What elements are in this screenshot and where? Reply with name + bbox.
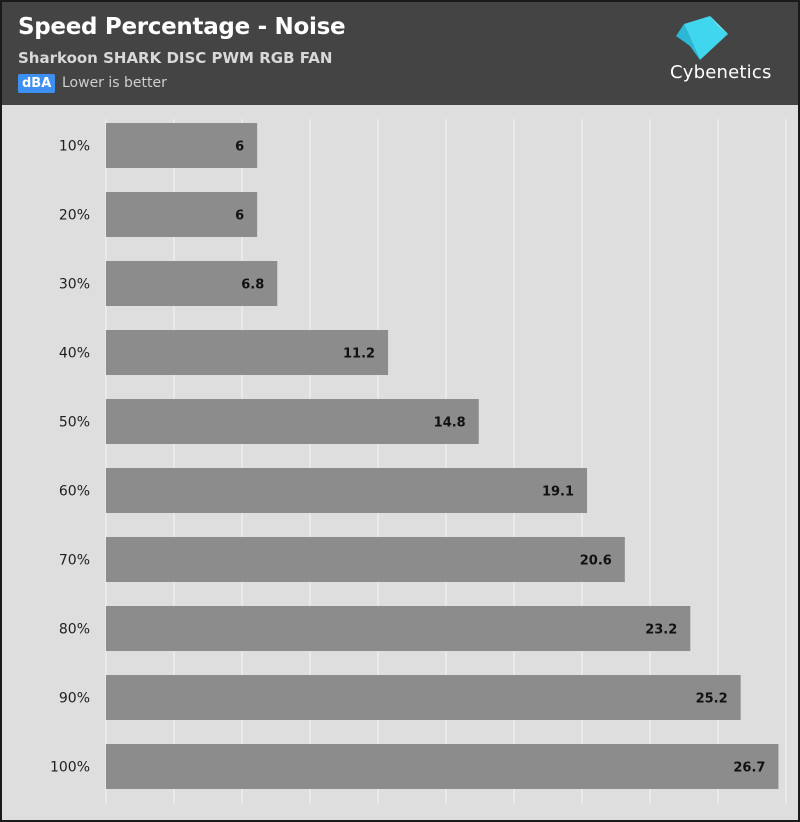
unit-badge: dBA: [18, 74, 56, 93]
chart-subtitle: Sharkoon SHARK DISC PWM RGB FAN: [18, 49, 333, 67]
data-label: 11.2: [343, 347, 375, 362]
chart-title: Speed Percentage - Noise: [18, 14, 346, 40]
cybenetics-logo: Cybenetics: [662, 16, 782, 91]
bar: [106, 123, 258, 168]
y-tick-label: 60%: [59, 484, 90, 500]
y-tick-label: 50%: [59, 415, 90, 431]
chart-header: Speed Percentage - Noise Sharkoon SHARK …: [2, 2, 798, 105]
bar: [106, 537, 625, 582]
y-tick-label: 20%: [59, 208, 90, 224]
y-tick-label: 40%: [59, 346, 90, 362]
bar: [106, 192, 258, 237]
bar: [106, 399, 479, 444]
data-label: 14.8: [434, 416, 466, 431]
cube-icon: [676, 16, 728, 60]
bar-chart: 10% 20% 30% 40% 50% 60% 70% 80% 90% 100% 6 6 6.8 11.…: [50, 119, 787, 805]
chart-note: Lower is better: [62, 75, 167, 91]
data-label: 23.2: [645, 623, 677, 638]
brand-name: Cybenetics: [670, 62, 772, 83]
y-tick-label: 90%: [59, 691, 90, 707]
bar: [106, 261, 278, 306]
y-tick-label: 70%: [59, 553, 90, 569]
y-tick-label: 10%: [59, 139, 90, 155]
y-axis-tick-labels: 10% 20% 30% 40% 50% 60% 70% 80% 90% 100%: [50, 139, 90, 776]
data-label: 20.6: [580, 554, 612, 569]
data-label: 19.1: [542, 485, 574, 500]
bar: [106, 675, 741, 720]
data-label: 25.2: [696, 692, 728, 707]
bar: [106, 744, 779, 789]
data-label: 6: [235, 140, 244, 155]
data-labels: 6 6 6.8 11.2 14.8 19.1 20.6 23.2 25.2 26.7: [235, 140, 765, 776]
bars: [106, 123, 779, 789]
data-label: 6: [235, 209, 244, 224]
bar: [106, 330, 389, 375]
y-tick-label: 80%: [59, 622, 90, 638]
data-label: 26.7: [733, 761, 765, 776]
y-tick-label: 30%: [59, 277, 90, 293]
bar: [106, 468, 588, 513]
data-label: 6.8: [241, 278, 264, 293]
y-tick-label: 100%: [50, 760, 90, 776]
bar: [106, 606, 691, 651]
